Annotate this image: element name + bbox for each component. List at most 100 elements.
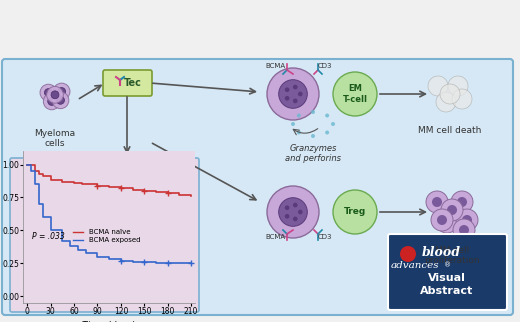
Circle shape <box>267 186 319 238</box>
Text: BCMA: BCMA <box>265 63 285 69</box>
BCMA exposed <box>67 244 73 248</box>
Text: advances: advances <box>391 260 439 270</box>
Text: CD3: CD3 <box>318 234 332 240</box>
Circle shape <box>325 130 329 135</box>
BCMA naïve <box>48 178 54 182</box>
BCMA exposed <box>32 182 38 186</box>
Text: Myeloma
cells: Myeloma cells <box>34 129 75 148</box>
Circle shape <box>428 76 448 96</box>
Line: BCMA exposed: BCMA exposed <box>27 165 191 263</box>
BCMA exposed <box>153 261 159 265</box>
Circle shape <box>457 197 467 207</box>
FancyBboxPatch shape <box>10 158 199 312</box>
Text: Abstract: Abstract <box>420 286 474 296</box>
Text: ®: ® <box>445 262 451 268</box>
BCMA naïve <box>32 169 38 173</box>
Circle shape <box>333 190 377 234</box>
BCMA naïve <box>141 189 148 193</box>
BCMA naïve <box>40 175 46 178</box>
Circle shape <box>432 197 442 207</box>
BCMA naïve <box>24 163 30 166</box>
Circle shape <box>298 210 303 214</box>
Circle shape <box>431 209 453 231</box>
Text: Tec: Tec <box>124 78 142 88</box>
Circle shape <box>452 89 472 109</box>
Circle shape <box>442 217 452 227</box>
BCMA naïve <box>106 185 112 189</box>
Circle shape <box>52 92 69 109</box>
Circle shape <box>441 199 463 221</box>
Circle shape <box>440 84 460 104</box>
Circle shape <box>44 89 53 97</box>
Text: blood: blood <box>422 245 461 259</box>
Text: Visual: Visual <box>428 273 466 283</box>
BCMA naïve <box>79 182 85 186</box>
Text: P = .033: P = .033 <box>32 232 64 241</box>
BCMA naïve <box>59 180 66 184</box>
Circle shape <box>293 217 297 221</box>
BCMA naïve <box>164 192 171 195</box>
Circle shape <box>311 110 315 114</box>
X-axis label: Time (days): Time (days) <box>83 321 136 322</box>
Circle shape <box>333 72 377 116</box>
BCMA naïve <box>188 194 194 198</box>
Circle shape <box>462 215 472 225</box>
BCMA naïve <box>36 172 42 175</box>
Text: EM
T-cell: EM T-cell <box>343 84 368 104</box>
Circle shape <box>58 88 66 95</box>
Text: Granzymes
and perforins: Granzymes and perforins <box>285 144 341 163</box>
BCMA exposed <box>36 202 42 206</box>
Circle shape <box>453 219 475 241</box>
BCMA exposed <box>75 248 81 252</box>
BCMA exposed <box>129 260 136 264</box>
FancyBboxPatch shape <box>103 70 152 96</box>
Circle shape <box>285 214 290 219</box>
Circle shape <box>279 80 307 108</box>
BCMA naïve <box>94 184 100 187</box>
BCMA exposed <box>141 260 148 264</box>
BCMA naïve <box>176 193 183 197</box>
Circle shape <box>267 68 319 120</box>
Circle shape <box>48 98 56 105</box>
Circle shape <box>293 203 297 207</box>
Circle shape <box>325 114 329 118</box>
Circle shape <box>47 86 63 103</box>
Circle shape <box>447 205 457 215</box>
Circle shape <box>297 114 301 118</box>
BCMA exposed <box>106 257 112 261</box>
Circle shape <box>436 92 456 112</box>
Circle shape <box>436 211 458 233</box>
BCMA naïve <box>129 188 136 192</box>
Text: BCMA: BCMA <box>265 234 285 240</box>
Circle shape <box>43 93 60 110</box>
Circle shape <box>451 191 473 213</box>
Text: CD3: CD3 <box>318 63 332 69</box>
FancyBboxPatch shape <box>2 59 513 315</box>
BCMA exposed <box>40 215 46 219</box>
BCMA naïve <box>28 163 34 166</box>
Circle shape <box>285 87 290 92</box>
BCMA naïve <box>71 181 77 185</box>
FancyBboxPatch shape <box>388 234 507 310</box>
Text: MM cell
proliferation: MM cell proliferation <box>424 246 480 265</box>
BCMA exposed <box>24 163 30 166</box>
Circle shape <box>51 91 59 99</box>
Circle shape <box>291 122 295 126</box>
Circle shape <box>53 83 70 100</box>
BCMA exposed <box>83 251 89 255</box>
BCMA naïve <box>118 186 124 190</box>
Circle shape <box>298 92 303 96</box>
Circle shape <box>40 84 57 101</box>
Circle shape <box>311 134 315 138</box>
BCMA exposed <box>28 169 34 173</box>
Text: MM cell death: MM cell death <box>418 126 482 135</box>
BCMA exposed <box>48 228 54 232</box>
Circle shape <box>293 85 297 90</box>
Legend: BCMA naïve, BCMA exposed: BCMA naïve, BCMA exposed <box>70 227 143 246</box>
Circle shape <box>293 99 297 103</box>
Text: Treg: Treg <box>344 207 366 216</box>
Circle shape <box>437 215 447 225</box>
BCMA exposed <box>118 259 124 262</box>
Circle shape <box>448 76 468 96</box>
Circle shape <box>297 130 301 135</box>
